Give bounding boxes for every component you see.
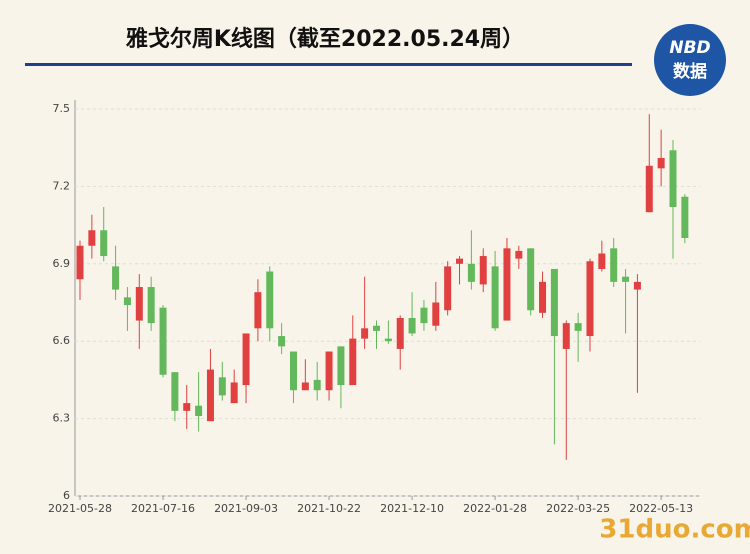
candle-body [218,377,226,396]
y-tick-label: 7.2 [53,179,71,192]
candle-body [325,351,333,391]
candle-body [396,317,404,349]
candle-body [622,276,630,282]
candle-body [361,328,369,339]
y-tick-label: 6 [63,489,70,502]
y-tick-label: 7.5 [53,102,71,115]
candle-body [171,372,179,411]
logo-text: NBD [669,38,710,58]
candle-body [266,271,274,329]
y-tick-label: 6.3 [53,412,71,425]
candle-body [479,256,487,285]
candle-body [491,266,499,329]
candle-body [183,403,191,411]
candle-body [456,258,464,264]
candle-body [598,253,606,269]
y-tick-label: 6.9 [53,257,71,270]
candle-body [373,325,380,331]
candle-body [313,379,321,391]
candle-body [408,317,416,334]
y-tick-label: 6.6 [53,334,71,347]
candle-body [76,245,84,280]
x-tick-label: 2021-12-10 [380,502,444,515]
logo [654,24,726,96]
x-tick-label: 2022-03-25 [546,502,610,515]
candle-body [574,323,582,331]
candle-body [467,263,475,282]
candle-body [242,333,250,386]
candle-body [206,369,214,422]
candle-body [527,248,535,311]
candle-body [88,230,96,246]
candle-body [539,281,547,313]
x-tick-label: 2021-10-22 [297,502,361,515]
x-tick-label: 2022-01-28 [463,502,527,515]
candle-body [147,287,155,324]
x-tick-label: 2021-07-16 [131,502,195,515]
candle-body [550,268,558,337]
candle-body [159,307,167,375]
candle-body [645,165,653,213]
candle-body [669,150,677,208]
candle-body [195,405,203,417]
candle-body [610,248,618,282]
candle-body [586,261,594,337]
candle-body [349,338,357,386]
candle-body [562,323,570,349]
candle-body [254,292,262,329]
candle-body [681,196,689,238]
candle-body [444,266,452,311]
candle-body [503,248,511,321]
x-tick-label: 2021-05-28 [48,502,112,515]
x-tick-label: 2022-05-13 [629,502,693,515]
candle-body [420,307,428,324]
title-rule [25,63,632,66]
candle-body [633,281,641,290]
candle-body [123,297,131,306]
watermark: 31duo.com [599,515,750,545]
candle-body [230,382,238,404]
candle-body [135,287,143,321]
candle-body [337,346,345,386]
candle-body [515,250,523,259]
chart-title: 雅戈尔周K线图（截至2022.05.24周） [126,26,524,52]
x-tick-label: 2021-09-03 [214,502,278,515]
candle-body [657,158,665,169]
candle-body [278,336,286,347]
candle-body [112,266,120,290]
candle-body [100,230,108,257]
candle-body [384,338,392,342]
candle-body [301,382,309,391]
logo-text: 数据 [673,61,707,82]
candle-body [432,302,440,326]
candle-body [289,351,297,391]
